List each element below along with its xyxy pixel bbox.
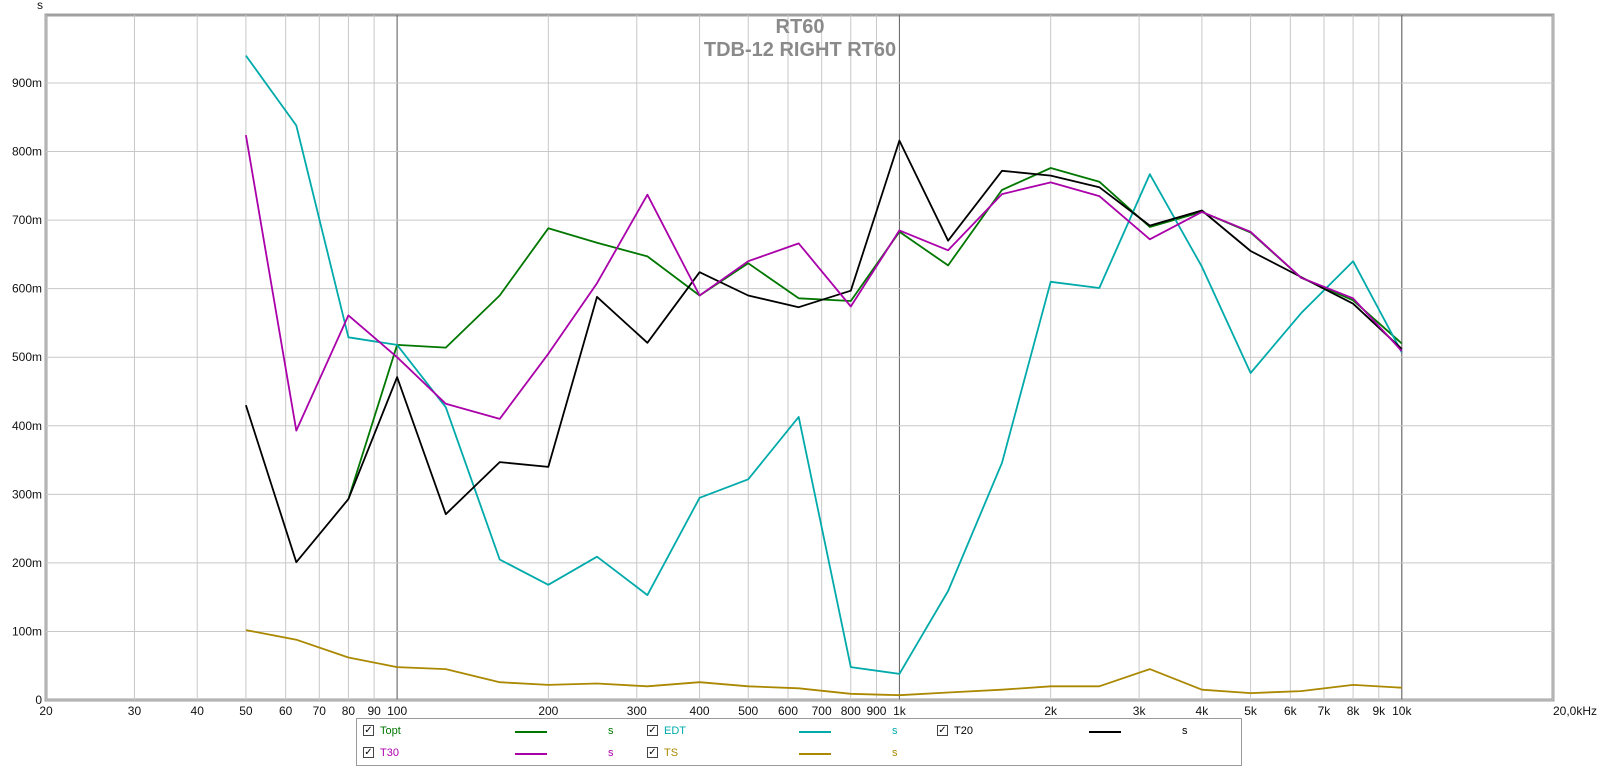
- x-tick-label: 40: [191, 704, 205, 718]
- x-tick-label: 700: [812, 704, 832, 718]
- y-axis-unit-label: s: [37, 0, 43, 12]
- x-tick-label: 90: [367, 704, 381, 718]
- x-tick-label: 800: [841, 704, 861, 718]
- y-tick-label: 300m: [12, 487, 42, 501]
- legend-swatch: [515, 753, 547, 755]
- series-line-edt: [245, 55, 1403, 675]
- grid: [44, 13, 1555, 702]
- x-tick-label: 6k: [1284, 704, 1298, 718]
- x-tick-label: 900: [866, 704, 886, 718]
- x-tick-label: 10k: [1392, 704, 1412, 718]
- y-tick-label: 0: [35, 693, 42, 707]
- y-tick-label: 900m: [12, 76, 42, 90]
- y-tick-label: 700m: [12, 213, 42, 227]
- checkbox-t20[interactable]: ✓: [937, 725, 948, 736]
- legend-unit: s: [892, 747, 898, 759]
- legend-label: T20: [954, 725, 973, 737]
- legend: ✓ Topt s ✓ EDT s ✓ T20 s ✓ T30 s ✓ TS s: [356, 718, 1242, 766]
- legend-unit: s: [892, 725, 898, 737]
- x-tick-label: 80: [342, 704, 356, 718]
- legend-swatch: [1089, 731, 1121, 733]
- x-tick-label: 600: [778, 704, 798, 718]
- legend-swatch: [799, 753, 831, 755]
- legend-item-topt[interactable]: ✓ Topt s: [363, 723, 643, 743]
- legend-item-edt[interactable]: ✓ EDT s: [647, 723, 927, 743]
- legend-swatch: [799, 731, 831, 733]
- x-tick-label: 30: [128, 704, 142, 718]
- x-tick-label: 4k: [1196, 704, 1210, 718]
- legend-label: EDT: [664, 725, 686, 737]
- legend-item-ts[interactable]: ✓ TS s: [647, 745, 927, 765]
- x-axis-unit-label: 20,0kHz: [1553, 704, 1597, 718]
- series-line-t30: [245, 134, 1403, 432]
- axes: 20 30 40 50 60 70 80 90 100 200 300 400 500 600 700 800…: [12, 76, 1412, 718]
- series-line-t20: [245, 139, 1403, 564]
- checkbox-topt[interactable]: ✓: [363, 725, 374, 736]
- y-tick-label: 400m: [12, 419, 42, 433]
- legend-unit: s: [608, 725, 614, 737]
- series-line-ts: [245, 629, 1402, 697]
- y-tick-label: 600m: [12, 282, 42, 296]
- checkbox-edt[interactable]: ✓: [647, 725, 658, 736]
- chart-title: RT60: [776, 16, 825, 38]
- x-tick-label: 50: [239, 704, 253, 718]
- x-tick-label: 200: [538, 704, 558, 718]
- x-tick-label: 500: [738, 704, 758, 718]
- legend-item-t20[interactable]: ✓ T20 s: [937, 723, 1217, 743]
- legend-item-t30[interactable]: ✓ T30 s: [363, 745, 643, 765]
- x-tick-label: 400: [690, 704, 710, 718]
- x-tick-label: 5k: [1244, 704, 1258, 718]
- y-tick-label: 200m: [12, 556, 42, 570]
- x-tick-label: 60: [279, 704, 293, 718]
- legend-label: T30: [380, 747, 399, 759]
- series-lines: [245, 55, 1403, 697]
- legend-unit: s: [608, 747, 614, 759]
- legend-label: TS: [664, 747, 679, 759]
- chart-subtitle: TDB-12 RIGHT RT60: [704, 39, 896, 61]
- x-tick-label: 9k: [1372, 704, 1386, 718]
- x-tick-label: 100: [387, 704, 407, 718]
- x-tick-label: 7k: [1318, 704, 1332, 718]
- legend-unit: s: [1182, 725, 1188, 737]
- checkbox-t30[interactable]: ✓: [363, 747, 374, 758]
- legend-label: Topt: [380, 725, 401, 737]
- y-tick-label: 500m: [12, 350, 42, 364]
- x-tick-label: 2k: [1044, 704, 1058, 718]
- x-tick-label: 3k: [1133, 704, 1147, 718]
- x-tick-label: 1k: [893, 704, 907, 718]
- x-tick-label: 20: [39, 704, 53, 718]
- y-tick-label: 800m: [12, 145, 42, 159]
- checkbox-ts[interactable]: ✓: [647, 747, 658, 758]
- y-tick-label: 100m: [12, 624, 42, 638]
- legend-swatch: [515, 731, 547, 733]
- x-tick-label: 70: [313, 704, 327, 718]
- x-tick-label: 300: [627, 704, 647, 718]
- x-tick-label: 8k: [1347, 704, 1361, 718]
